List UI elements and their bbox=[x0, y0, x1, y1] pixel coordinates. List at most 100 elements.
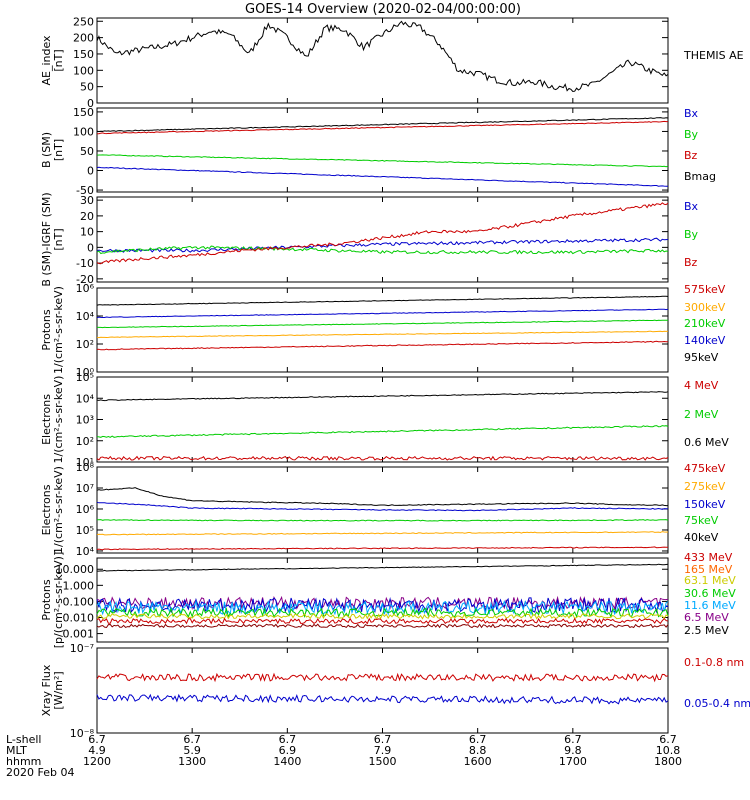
series-line-433-mev bbox=[97, 563, 669, 572]
y-axis-label: [nT] bbox=[52, 49, 65, 71]
x-tick-label: 1600 bbox=[464, 755, 492, 768]
legend-label: Bmag bbox=[684, 170, 716, 183]
legend-label: 2 MeV bbox=[684, 408, 719, 421]
y-tick-label: 100 bbox=[73, 125, 94, 138]
y-axis-label: 1/(cm²-s-sr-keV) bbox=[52, 466, 65, 554]
panel-1: 0 50 100 150 200 250 AE_index [nT] THEMIS AE bbox=[40, 15, 744, 110]
y-tick-label: 0 bbox=[87, 241, 94, 254]
y-tick-label: 10⁷ bbox=[76, 482, 94, 495]
x-tick-label: 7.9 bbox=[374, 744, 392, 757]
y-tick-label: 0.100 bbox=[63, 595, 95, 608]
y-tick-label: 10⁶ bbox=[76, 503, 95, 516]
series-line-575kev bbox=[96, 295, 669, 306]
y-axis-label: Xray Flux bbox=[40, 664, 53, 716]
legend-label: 6.5 MeV bbox=[684, 611, 729, 624]
panel-frame bbox=[96, 107, 669, 193]
x-tick-label: 6.7 bbox=[279, 733, 297, 746]
y-axis-label: [W/m²] bbox=[52, 671, 65, 709]
y-tick-label: -50 bbox=[76, 184, 94, 197]
x-tick-label: 1400 bbox=[273, 755, 301, 768]
series-line-2-5-mev bbox=[96, 617, 669, 625]
y-tick-label: 250 bbox=[73, 15, 94, 28]
x-tick-label: 6.7 bbox=[88, 733, 106, 746]
y-tick-label: -20 bbox=[76, 273, 94, 286]
y-tick-label: 1.000 bbox=[63, 579, 95, 592]
x-tick-label: 6.7 bbox=[564, 733, 582, 746]
series-line-bx bbox=[96, 237, 669, 253]
series-line-by bbox=[96, 154, 669, 168]
legend-label: By bbox=[684, 128, 699, 141]
y-tick-label: 20 bbox=[80, 210, 94, 223]
y-tick-label: 100 bbox=[73, 64, 94, 77]
x-tick-label: 1700 bbox=[559, 755, 587, 768]
series-line-140kev bbox=[96, 330, 669, 339]
panel-6: 10⁴ 10⁵ 10⁶ 10⁷ 10⁸ Electrons 1/(cm²-s-sr-keV)… bbox=[40, 461, 726, 558]
legend-label: 30.6 MeV bbox=[684, 587, 736, 600]
legend-label: 275keV bbox=[684, 480, 726, 493]
legend-label: 475keV bbox=[684, 462, 726, 475]
x-tick-label: 4.9 bbox=[88, 744, 106, 757]
series-line-0-05-0-4-nm bbox=[96, 693, 669, 705]
x-row-label: MLT bbox=[6, 744, 27, 757]
legend-label: 11.6 MeV bbox=[684, 599, 736, 612]
y-tick-label: 10⁰ bbox=[76, 366, 95, 379]
y-tick-label: 0 bbox=[87, 165, 94, 178]
series-line-themis-ae bbox=[96, 20, 669, 93]
y-tick-label: 10⁴ bbox=[76, 310, 95, 323]
series-line-40kev bbox=[96, 487, 668, 507]
series-line-75kev bbox=[96, 501, 668, 512]
x-tick-label: 10.8 bbox=[656, 744, 681, 757]
y-axis-label: [nT] bbox=[52, 139, 65, 161]
x-row-label: L-shell bbox=[6, 733, 42, 746]
legend-label: Bx bbox=[684, 107, 699, 120]
y-axis-label: [p/(cm²-s-sr-keV)] bbox=[52, 552, 65, 649]
series-line-2-mev bbox=[96, 425, 669, 438]
legend-label: 0.6 MeV bbox=[684, 436, 729, 449]
series-line-0-1-0-8-nm bbox=[96, 672, 669, 683]
series-line-4-mev bbox=[96, 455, 669, 461]
y-tick-label: 10⁸ bbox=[76, 461, 95, 474]
y-axis-label: Protons bbox=[40, 579, 53, 620]
legend-label: 0.1-0.8 nm bbox=[684, 656, 744, 669]
y-tick-label: 10⁻⁷ bbox=[70, 642, 94, 655]
legend-label: 2.5 MeV bbox=[684, 624, 729, 637]
legend-label: 63.1 MeV bbox=[684, 574, 736, 587]
x-row-label: hhmm bbox=[6, 755, 41, 768]
legend-label: 575keV bbox=[684, 283, 726, 296]
panel-frame bbox=[96, 196, 669, 283]
y-tick-label: 10⁶ bbox=[76, 282, 95, 295]
series-line-165-mev bbox=[96, 595, 669, 611]
series-line-475kev bbox=[96, 546, 668, 551]
legend-label: 95keV bbox=[684, 351, 719, 364]
legend-label: 165 MeV bbox=[684, 563, 733, 576]
y-tick-label: 150 bbox=[73, 48, 94, 61]
y-tick-label: 0 bbox=[87, 97, 94, 110]
series-line-bz bbox=[96, 120, 668, 135]
y-axis-label: Electrons bbox=[40, 394, 53, 445]
legend-label: Bz bbox=[684, 256, 698, 269]
panel-frame bbox=[96, 17, 669, 104]
y-tick-label: 10³ bbox=[76, 414, 94, 427]
y-axis-label: AE_index bbox=[40, 35, 53, 86]
legend-label: 140keV bbox=[684, 334, 726, 347]
y-axis-label: 1/(cm²-s-sr-keV) bbox=[52, 376, 65, 464]
y-tick-label: 10 bbox=[80, 226, 94, 239]
x-tick-label: 8.8 bbox=[469, 744, 487, 757]
x-tick-label: 6.7 bbox=[374, 733, 392, 746]
y-axis-label: 1/(cm²-s-sr-keV) bbox=[52, 286, 65, 374]
panel-4: 10⁰ 10² 10⁴ 10⁶ Protons 1/(cm²-s-sr-keV) 575ke… bbox=[40, 282, 726, 379]
y-tick-label: 50 bbox=[80, 145, 94, 158]
legend-label: 4 MeV bbox=[684, 379, 719, 392]
legend-label: 433 MeV bbox=[684, 551, 733, 564]
y-tick-label: 10⁻⁸ bbox=[70, 727, 95, 740]
x-tick-label: 5.9 bbox=[183, 744, 201, 757]
series-line-275kev bbox=[96, 531, 669, 536]
legend-label: 210keV bbox=[684, 317, 726, 330]
legend-label: By bbox=[684, 228, 699, 241]
series-line-2-5-mev-lo bbox=[96, 623, 669, 629]
x-tick-label: 6.9 bbox=[279, 744, 297, 757]
legend-label: Bx bbox=[684, 200, 699, 213]
